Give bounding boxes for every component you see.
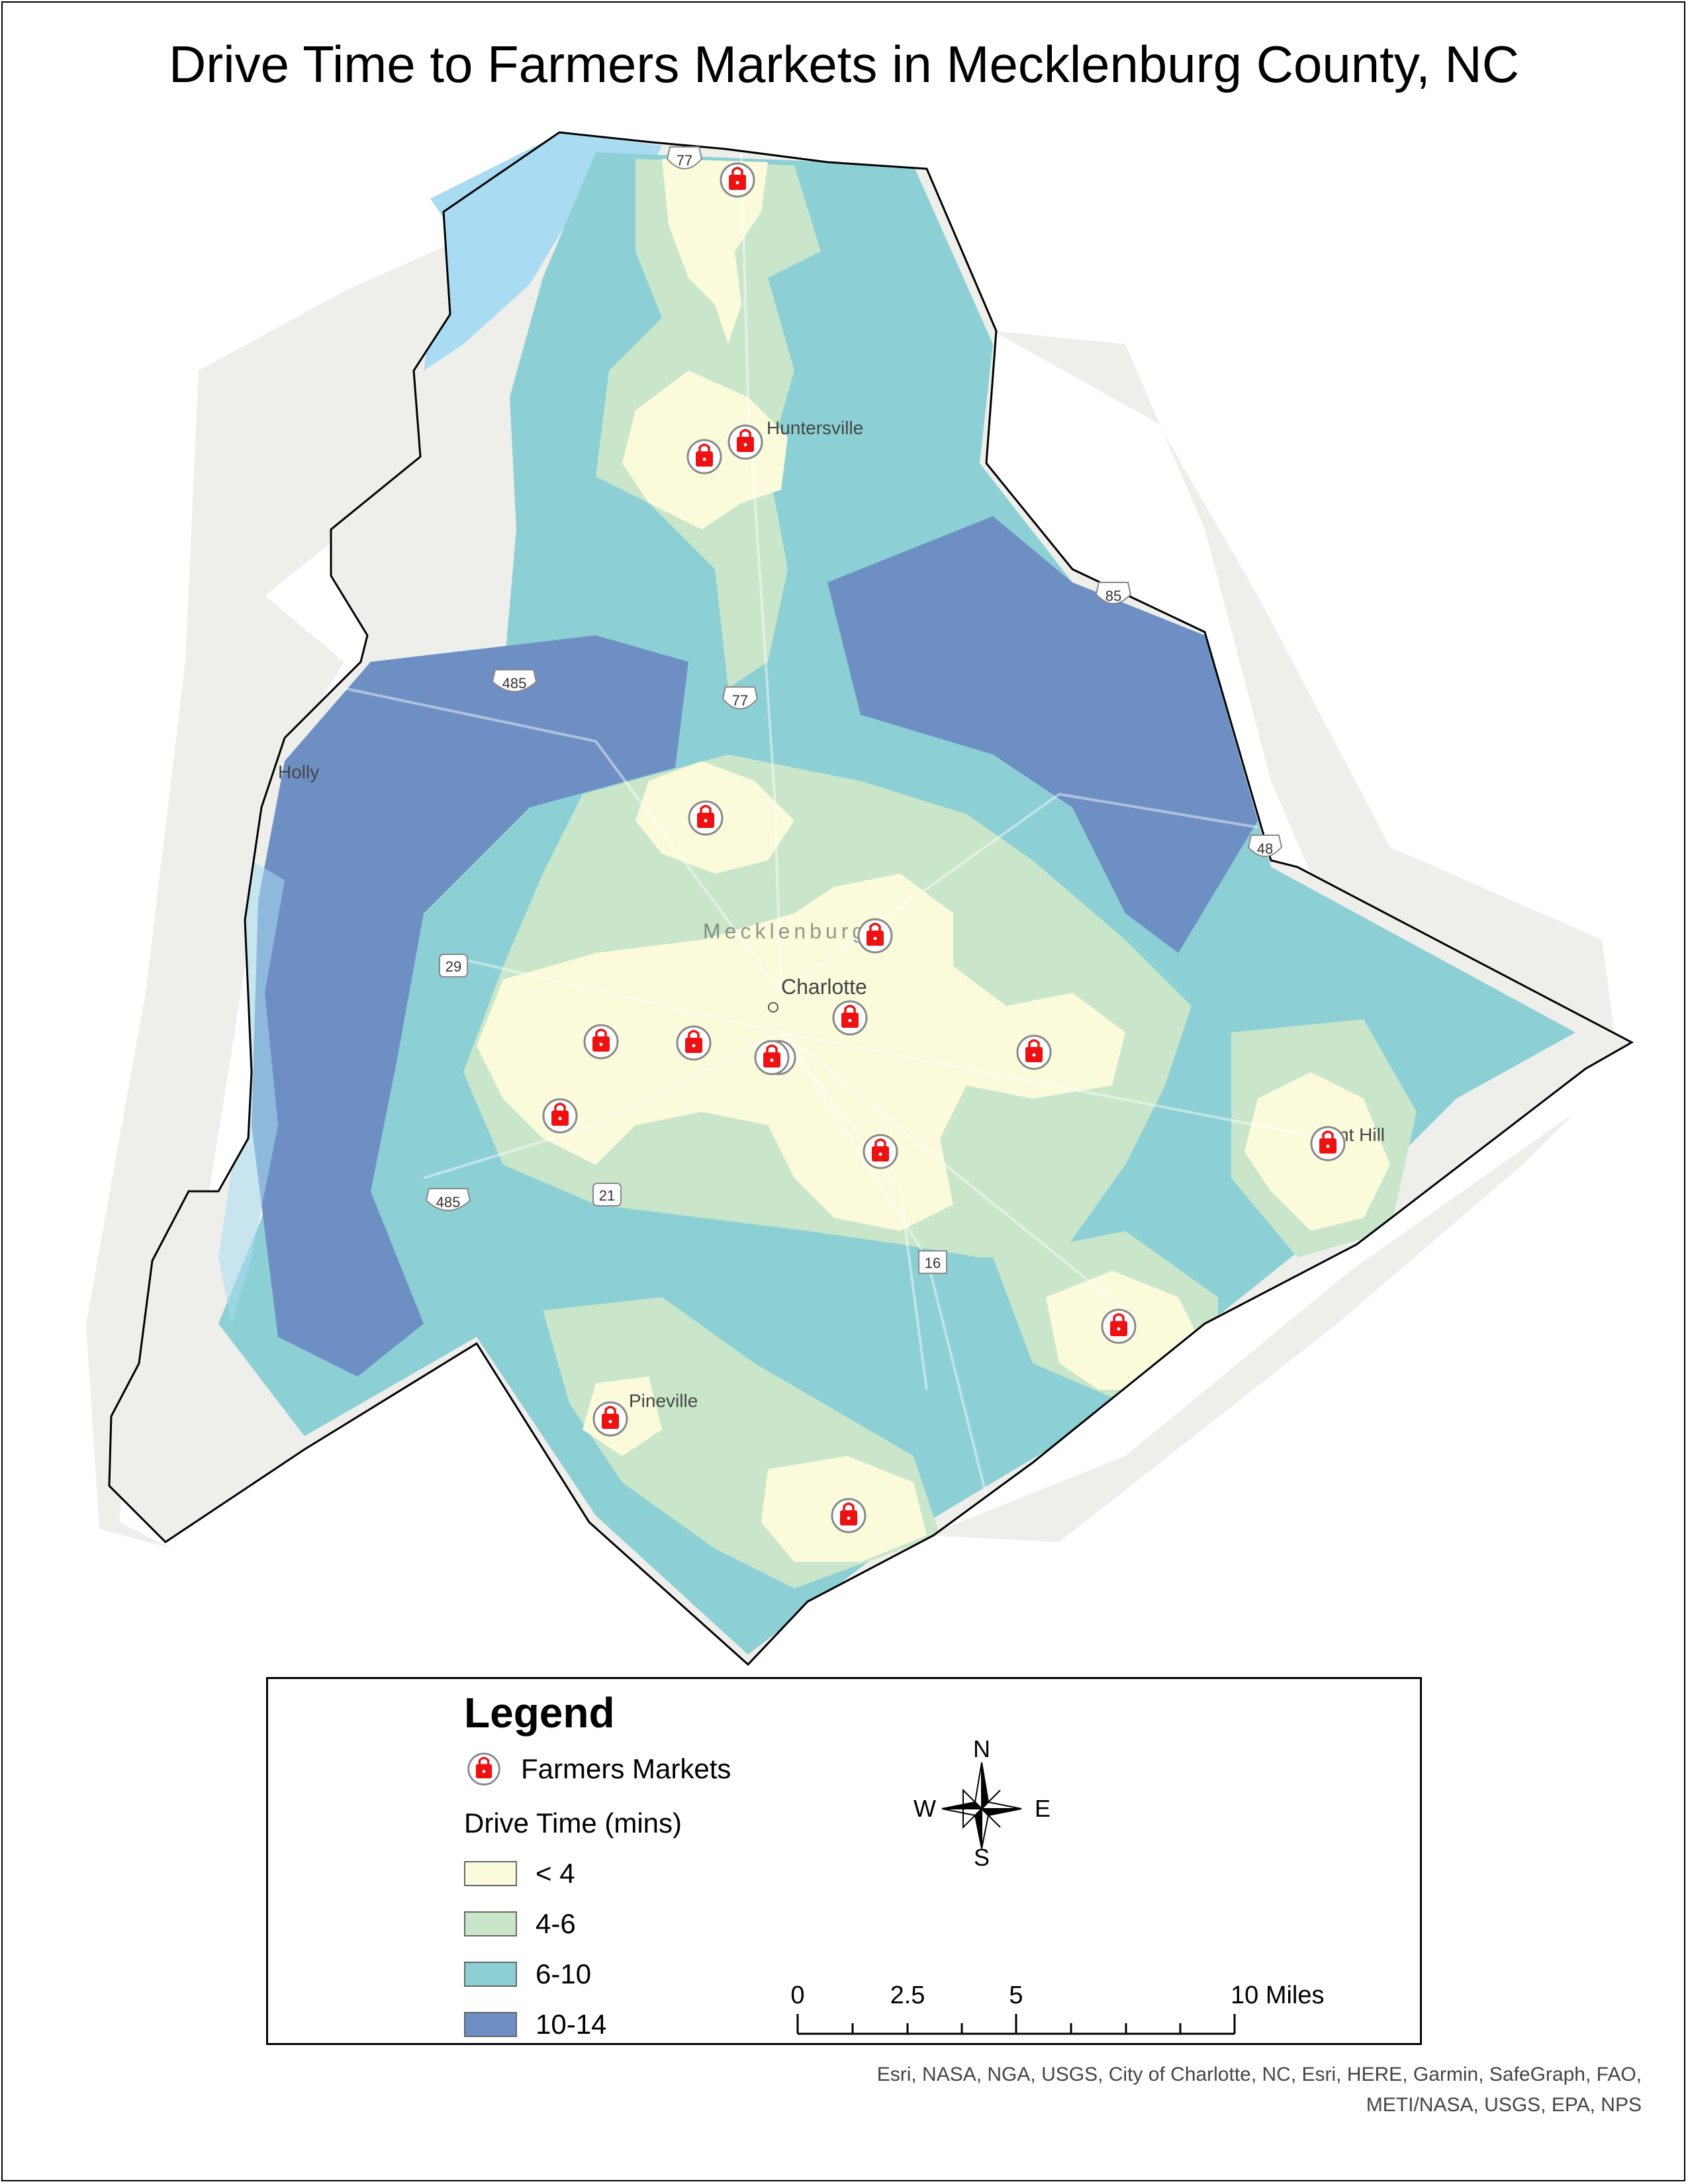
farmers-market-marker[interactable] — [727, 424, 763, 460]
credits-line: Esri, NASA, NGA, USGS, City of Charlotte… — [876, 2064, 1642, 2085]
shopping-bag-icon — [467, 1752, 500, 1786]
legend-swatch — [464, 1962, 517, 1987]
farmers-market-marker[interactable] — [857, 918, 893, 954]
legend-swatch — [464, 1861, 517, 1886]
legend-label: 4-6 — [536, 1908, 576, 1939]
legend-title: Legend — [464, 1689, 615, 1737]
farmers-market-marker[interactable] — [1016, 1034, 1052, 1070]
legend-label: 6-10 — [536, 1958, 592, 1989]
farmers-market-marker[interactable] — [863, 1134, 898, 1169]
shield-label: 48 — [1257, 841, 1273, 857]
shield-label: 16 — [925, 1255, 941, 1271]
compass-rose-icon — [941, 1762, 1022, 1849]
label-mint-hill: nt Hill — [1338, 1124, 1385, 1145]
map-canvas: 77 77 485 485 48 85 29 21 16 Huntersvill… — [86, 131, 1634, 1666]
shield-label: 21 — [599, 1187, 615, 1204]
label-holly: Holly — [278, 762, 319, 782]
shield-label: 485 — [502, 675, 527, 692]
map-title: Drive Time to Farmers Markets in Mecklen… — [168, 35, 1520, 93]
farmers-market-marker[interactable] — [583, 1024, 619, 1060]
label-huntersville: Huntersville — [767, 418, 863, 438]
legend-label: Farmers Markets — [521, 1753, 731, 1784]
highway-shields: 77 77 485 485 48 85 29 21 16 — [425, 146, 1283, 1274]
farmers-market-marker[interactable] — [832, 1000, 868, 1036]
farmers-market-marker[interactable] — [1101, 1308, 1137, 1344]
farmers-market-marker[interactable] — [754, 1040, 790, 1075]
interstate-shield: 77 — [722, 686, 759, 709]
state-route-shield: 16 — [918, 1250, 947, 1274]
scale-bar-ticks — [796, 2014, 1236, 2035]
farmers-market-marker[interactable] — [720, 162, 755, 198]
us-route-shield: 21 — [592, 1183, 622, 1206]
shield-label: 29 — [445, 958, 461, 975]
legend-swatch — [464, 2012, 517, 2037]
label-charlotte: Charlotte — [781, 975, 867, 999]
shield-label: 77 — [677, 152, 692, 169]
shield-label: 77 — [732, 692, 748, 709]
shield-label: 485 — [436, 1194, 461, 1210]
interstate-shield: 485 — [425, 1188, 471, 1211]
legend-swatch — [464, 1911, 517, 1936]
farmers-market-marker[interactable] — [676, 1025, 712, 1061]
county-boundary — [108, 131, 1634, 1666]
farmers-market-marker[interactable] — [1310, 1126, 1346, 1161]
scale-label: 10 Miles — [1231, 1981, 1325, 2009]
north-arrow-compass: N S W E — [914, 1735, 1051, 1867]
farmers-market-marker[interactable] — [592, 1401, 628, 1437]
farmers-market-marker[interactable] — [686, 439, 722, 475]
legend-item-drive-time: 10-14 — [464, 2009, 606, 2040]
charlotte-city-dot — [768, 1002, 778, 1013]
legend-item-drive-time: < 4 — [464, 1858, 575, 1889]
compass-e-label: E — [1035, 1795, 1051, 1822]
interstate-shield: 48 — [1247, 835, 1283, 857]
credits-line: METI/NASA, USGS, EPA, NPS — [1366, 2094, 1642, 2116]
scale-label: 2.5 — [890, 1981, 925, 2009]
legend-item-farmers-markets: Farmers Markets — [465, 1751, 731, 1788]
interstate-shield: 77 — [666, 146, 703, 169]
legend-item-drive-time: 6-10 — [464, 1958, 591, 1990]
shield-label: 85 — [1105, 588, 1121, 604]
farmers-market-marker[interactable] — [542, 1098, 578, 1134]
place-labels: Huntersville Mecklenburg Charlotte Pinev… — [278, 418, 1385, 1411]
compass-n-label: N — [973, 1735, 990, 1762]
interstate-shield: 85 — [1095, 582, 1132, 604]
us-route-shield: 29 — [439, 954, 468, 978]
legend-label: 10-14 — [536, 2009, 607, 2040]
attribution-credits: Esri, NASA, NGA, USGS, City of Charlotte… — [715, 2060, 1642, 2120]
label-pineville: Pineville — [629, 1390, 698, 1411]
label-mecklenburg: Mecklenburg — [703, 919, 868, 943]
legend-panel: Legend Farmers Markets Drive Time (mins)… — [266, 1677, 1422, 2045]
interstate-shield: 485 — [491, 669, 538, 692]
scale-label: 5 — [1009, 1981, 1023, 2009]
legend-drive-time-heading: Drive Time (mins) — [464, 1807, 682, 1839]
farmers-market-marker[interactable] — [688, 800, 724, 836]
legend-item-drive-time: 4-6 — [464, 1908, 576, 1940]
farmers-market-marker[interactable] — [831, 1498, 867, 1533]
compass-w-label: W — [914, 1795, 936, 1822]
scale-label: 0 — [790, 1981, 804, 2009]
scale-bar: 0 2.5 5 10 Miles — [790, 1981, 1325, 2035]
legend-label: < 4 — [536, 1858, 575, 1889]
